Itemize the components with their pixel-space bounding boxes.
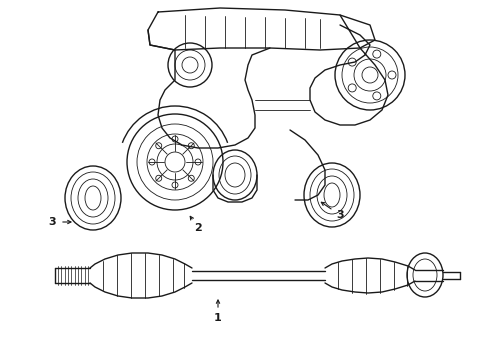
Text: 3: 3 <box>336 210 344 220</box>
Text: 3: 3 <box>48 217 56 227</box>
Text: 1: 1 <box>214 313 222 323</box>
Text: 2: 2 <box>194 223 202 233</box>
